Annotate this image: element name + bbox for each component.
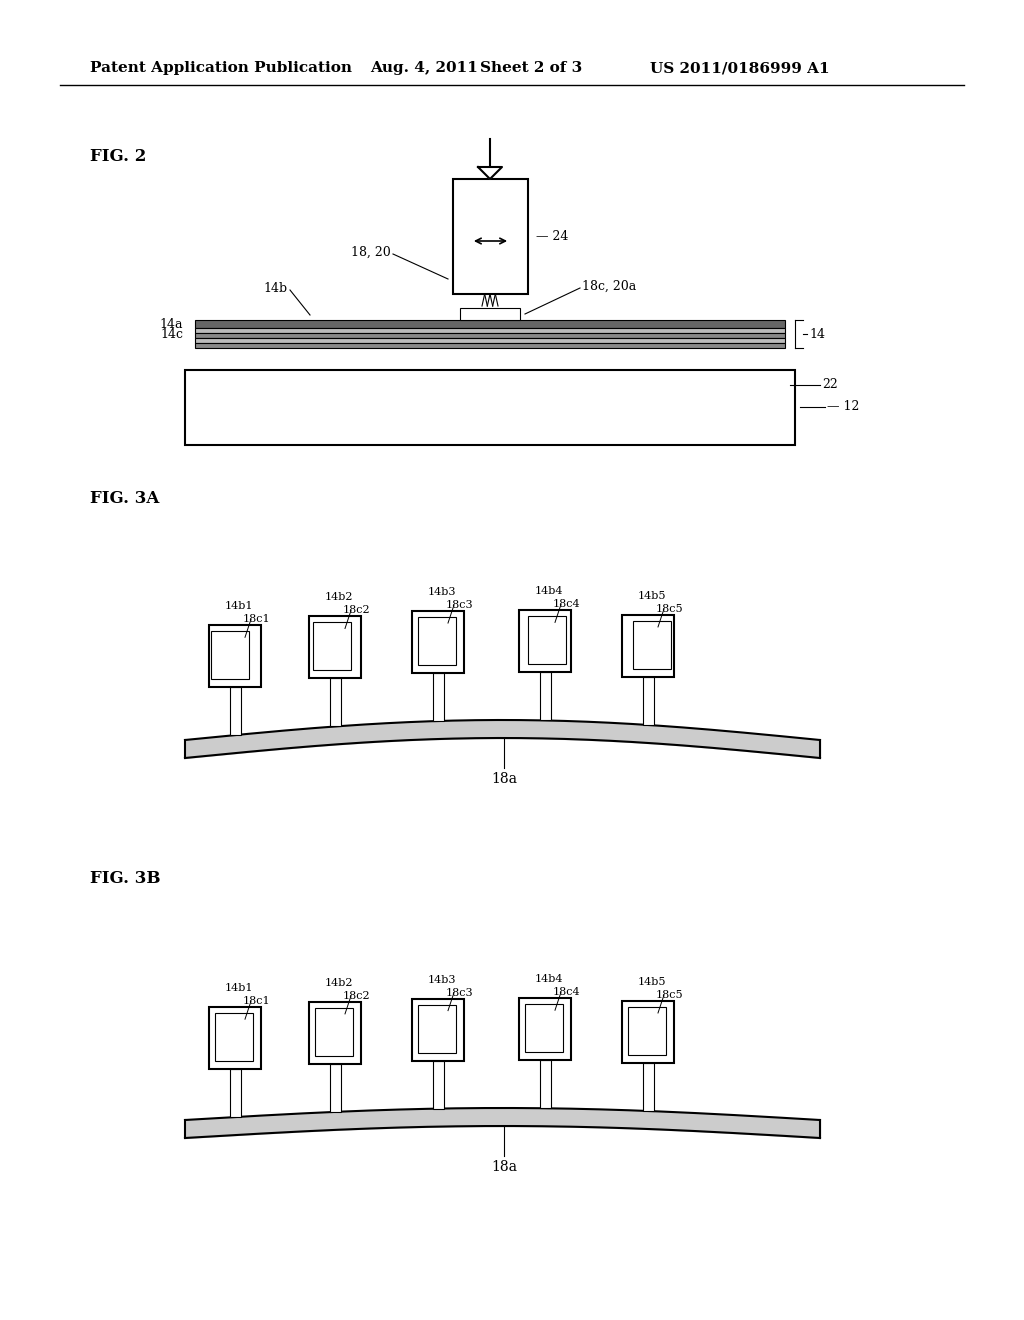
Text: FIG. 3B: FIG. 3B bbox=[90, 870, 161, 887]
Text: FIG. 2: FIG. 2 bbox=[90, 148, 146, 165]
Bar bbox=[433, 1061, 444, 1109]
Text: 22: 22 bbox=[822, 379, 838, 392]
Bar bbox=[195, 338, 785, 343]
Bar bbox=[185, 370, 795, 445]
Text: 14a: 14a bbox=[160, 318, 183, 330]
Text: — 24: — 24 bbox=[536, 230, 568, 243]
Bar bbox=[643, 1063, 654, 1111]
Text: Sheet 2 of 3: Sheet 2 of 3 bbox=[480, 61, 583, 75]
Bar bbox=[628, 1007, 666, 1055]
Bar bbox=[453, 180, 528, 294]
Bar bbox=[622, 615, 674, 677]
Bar bbox=[460, 308, 520, 319]
Text: 18c4: 18c4 bbox=[553, 987, 581, 997]
Bar bbox=[528, 616, 566, 664]
Text: 18c, 20a: 18c, 20a bbox=[582, 280, 636, 293]
Text: — 12: — 12 bbox=[827, 400, 859, 413]
Text: 14b5: 14b5 bbox=[638, 977, 667, 987]
Bar bbox=[633, 620, 671, 669]
Bar bbox=[525, 1005, 563, 1052]
Bar bbox=[309, 1002, 361, 1064]
Text: 14b1: 14b1 bbox=[225, 602, 254, 611]
Bar bbox=[209, 626, 261, 688]
Text: 18c3: 18c3 bbox=[446, 987, 474, 998]
Bar bbox=[330, 678, 341, 726]
Bar bbox=[230, 688, 241, 735]
Text: 14b2: 14b2 bbox=[325, 978, 353, 987]
Bar bbox=[215, 1014, 253, 1061]
Text: 14b3: 14b3 bbox=[428, 587, 457, 597]
Bar bbox=[313, 623, 351, 671]
Bar bbox=[309, 616, 361, 678]
Text: 14b5: 14b5 bbox=[638, 591, 667, 601]
Text: 14c: 14c bbox=[160, 327, 183, 341]
Bar bbox=[211, 631, 249, 680]
Bar bbox=[643, 677, 654, 725]
Bar bbox=[418, 616, 456, 665]
Text: 18c1: 18c1 bbox=[243, 997, 270, 1006]
Text: 18c5: 18c5 bbox=[656, 605, 684, 614]
Text: 14b: 14b bbox=[264, 281, 288, 294]
Text: FIG. 3A: FIG. 3A bbox=[90, 490, 160, 507]
Text: 14b4: 14b4 bbox=[535, 974, 563, 985]
Text: 14b3: 14b3 bbox=[428, 974, 457, 985]
Bar bbox=[195, 343, 785, 348]
Text: 18c2: 18c2 bbox=[343, 606, 371, 615]
Text: 18c2: 18c2 bbox=[343, 991, 371, 1001]
Bar bbox=[330, 1064, 341, 1111]
Text: 14b4: 14b4 bbox=[535, 586, 563, 597]
Text: 18c3: 18c3 bbox=[446, 601, 474, 610]
Text: 18a: 18a bbox=[492, 772, 517, 785]
Text: US 2011/0186999 A1: US 2011/0186999 A1 bbox=[650, 61, 829, 75]
Bar bbox=[519, 610, 571, 672]
Text: 14b2: 14b2 bbox=[325, 593, 353, 602]
Text: Aug. 4, 2011: Aug. 4, 2011 bbox=[370, 61, 478, 75]
Bar bbox=[433, 673, 444, 721]
Text: 18a: 18a bbox=[492, 1160, 517, 1173]
Text: 14: 14 bbox=[809, 327, 825, 341]
Text: 14b1: 14b1 bbox=[225, 983, 254, 993]
Polygon shape bbox=[478, 168, 502, 180]
Bar bbox=[195, 327, 785, 333]
Bar bbox=[195, 333, 785, 338]
Bar bbox=[315, 1008, 353, 1056]
Text: 18c4: 18c4 bbox=[553, 599, 581, 610]
Bar bbox=[622, 1001, 674, 1063]
Bar bbox=[412, 611, 464, 673]
Bar bbox=[412, 999, 464, 1061]
Bar bbox=[519, 998, 571, 1060]
Bar bbox=[418, 1005, 456, 1052]
Bar bbox=[209, 1007, 261, 1069]
Bar bbox=[540, 1060, 551, 1109]
Bar bbox=[540, 672, 551, 721]
Bar bbox=[195, 319, 785, 327]
Bar bbox=[230, 1069, 241, 1117]
Text: 18c5: 18c5 bbox=[656, 990, 684, 1001]
Text: Patent Application Publication: Patent Application Publication bbox=[90, 61, 352, 75]
Text: 18, 20: 18, 20 bbox=[351, 246, 391, 259]
Text: 18c1: 18c1 bbox=[243, 614, 270, 624]
